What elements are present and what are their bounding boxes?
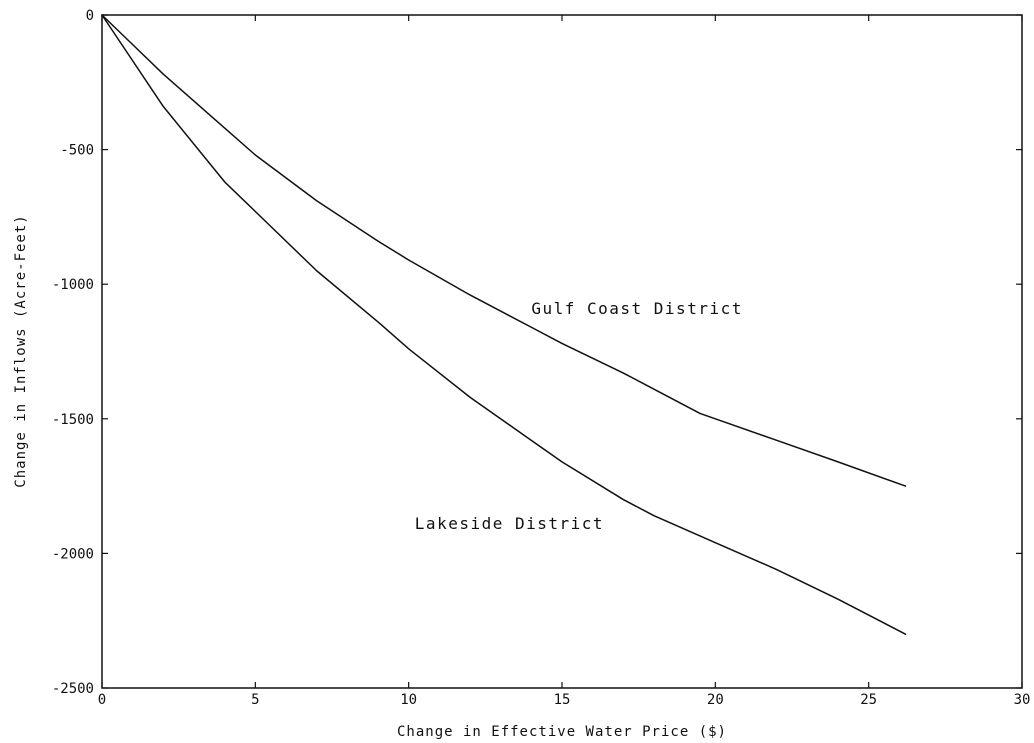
y-tick-label: -2000	[52, 546, 94, 562]
x-axis-title: Change in Effective Water Price ($)	[397, 724, 727, 740]
axis-tick-labels: 0 5 10 15 20 25 30 0 -500 -1000 -1500 -2000 -2500	[52, 8, 1031, 708]
y-tick-label: -1000	[52, 277, 94, 293]
series-line-lakeside-district	[101, 14, 907, 635]
series-line-gulf-coast-district	[101, 14, 907, 487]
x-tick-label: 25	[860, 692, 877, 708]
y-tick-label: 0	[86, 8, 94, 24]
x-tick-label: 5	[251, 692, 259, 708]
y-axis-title: Change in Inflows (Acre-Feet)	[13, 214, 29, 487]
x-tick-label: 30	[1014, 692, 1031, 708]
series-annotations: Gulf Coast District Lakeside District	[415, 299, 743, 533]
y-tick-label: -500	[60, 143, 94, 159]
series-lines	[101, 14, 907, 635]
y-tick-label: -2500	[52, 681, 94, 697]
axis-ticks	[101, 14, 1023, 689]
series-label-lakeside-district: Lakeside District	[415, 514, 604, 533]
series-label-gulf-coast-district: Gulf Coast District	[531, 299, 743, 318]
y-tick-label: -1500	[52, 412, 94, 428]
x-tick-label: 0	[98, 692, 106, 708]
plot-frame	[101, 14, 1023, 689]
x-tick-label: 20	[707, 692, 724, 708]
x-tick-label: 15	[554, 692, 571, 708]
x-tick-label: 10	[400, 692, 417, 708]
